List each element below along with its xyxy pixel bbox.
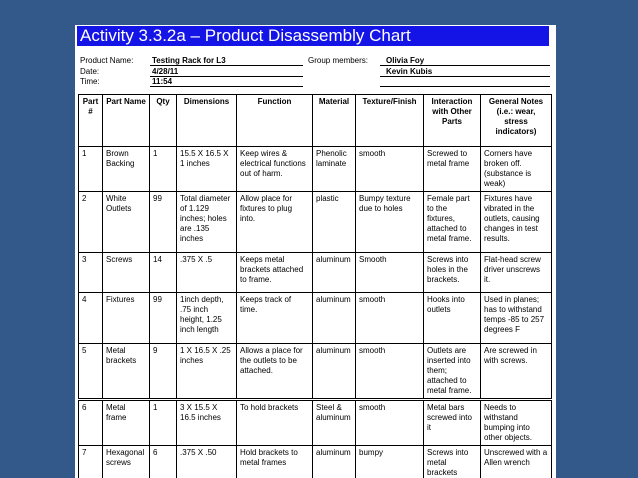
table-cell: Metal brackets [102,343,150,400]
table-cell: smooth [355,292,424,344]
table-cell: Keeps track of time. [236,292,313,344]
table-cell: smooth [355,146,424,192]
column-header: Qty [149,94,177,147]
column-header: Interaction with Other Parts [423,94,481,147]
table-cell: Allow place for fixtures to plug into. [236,191,313,253]
column-header: General Notes (i.e.: wear, stress indica… [480,94,552,147]
table-cell: smooth [355,398,424,446]
table-cell: aluminum [312,252,356,293]
table-cell: Screwed to metal frame [423,146,481,192]
column-header: Part # [78,94,103,147]
date-line [150,76,303,77]
table-row: 2 White Outlets 99 Total diameter of 1.1… [78,191,552,253]
table-cell: Phenolic laminate [312,146,356,192]
time-value: 11:54 [152,77,173,86]
disassembly-table: Part # Part Name Qty Dimensions Function… [78,94,552,478]
table-cell: Allows a place for the outlets to be att… [236,343,313,400]
time-line [150,86,303,87]
table-cell: aluminum [312,343,356,400]
table-cell: 7 [78,445,103,478]
table-cell: Keep wires & electrical functions out of… [236,146,313,192]
table-cell: .375 X .5 [176,252,237,293]
table-row: 3 Screws 14 .375 X .5 Keeps metal bracke… [78,252,552,293]
column-header: Material [312,94,356,147]
table-cell: 9 [149,343,177,400]
member-line-3 [380,86,550,87]
column-header: Texture/Finish [355,94,424,147]
table-cell: Fixtures have vibrated in the outlets, c… [480,191,552,253]
table-header-row: Part # Part Name Qty Dimensions Function… [78,94,552,147]
table-cell: Corners have broken off. (substance is w… [480,146,552,192]
table-cell: 1 [149,146,177,192]
table-cell: Steel & aluminum [312,398,356,446]
table-cell: Outlets are inserted into them; attached… [423,343,481,400]
table-cell: 1 [78,146,103,192]
member-line-2 [380,76,550,77]
table-cell: Smooth [355,252,424,293]
member-line-1 [380,65,550,66]
table-cell: bumpy [355,445,424,478]
table-cell: 6 [149,445,177,478]
table-row: 6 Metal frame 1 3 X 15.5 X 16.5 inches T… [78,398,552,446]
time-label: Time: [80,77,100,86]
table-cell: plastic [312,191,356,253]
product-name-line [150,65,303,66]
table-cell: 3 X 15.5 X 16.5 inches [176,398,237,446]
table-cell: Metal bars screwed into it [423,398,481,446]
table-cell: 1 [149,398,177,446]
table-cell: Unscrewed with a Allen wrench [480,445,552,478]
column-header: Dimensions [176,94,237,147]
table-cell: .375 X .50 [176,445,237,478]
table-cell: Fixtures [102,292,150,344]
table-cell: Hooks into outlets [423,292,481,344]
table-cell: smooth [355,343,424,400]
column-header: Part Name [102,94,150,147]
table-cell: 99 [149,191,177,253]
group-member: Olivia Foy [386,56,425,65]
table-row: 1 Brown Backing 1 15.5 X 16.5 X 1 inches… [78,146,552,192]
table-row: 4 Fixtures 99 1inch depth, .75 inch heig… [78,292,552,344]
group-members-label: Group members: [308,56,369,65]
table-cell: Used in planes; has to withstand temps -… [480,292,552,344]
table-cell: 1inch depth, .75 inch height, 1.25 inch … [176,292,237,344]
table-cell: Flat-head screw driver unscrews it. [480,252,552,293]
table-cell: 14 [149,252,177,293]
worksheet: Activity 3.3.2a – Product Disassembly Ch… [75,25,556,478]
table-cell: Screws [102,252,150,293]
product-name-value: Testing Rack for L3 [152,56,226,65]
table-cell: Metal frame [102,398,150,446]
table-cell: 5 [78,343,103,400]
date-value: 4/28/11 [152,67,179,76]
table-cell: Hexagonal screws [102,445,150,478]
table-cell: Screws into metal brackets [423,445,481,478]
document-title: Activity 3.3.2a – Product Disassembly Ch… [77,26,549,46]
table-cell: 6 [78,398,103,446]
table-cell: Are screwed in with screws. [480,343,552,400]
table-cell: aluminum [312,292,356,344]
table-cell: Keeps metal brackets attached to frame. [236,252,313,293]
table-cell: 99 [149,292,177,344]
table-cell: 4 [78,292,103,344]
table-cell: Hold brackets to metal frames [236,445,313,478]
table-cell: Female part to the fixtures, attached to… [423,191,481,253]
table-cell: 2 [78,191,103,253]
table-row: 7 Hexagonal screws 6 .375 X .50 Hold bra… [78,445,552,478]
table-cell: 1 X 16.5 X .25 inches [176,343,237,400]
table-cell: Total diameter of 1.129 inches; holes ar… [176,191,237,253]
table-cell: White Outlets [102,191,150,253]
date-label: Date: [80,67,100,76]
table-cell: To hold brackets [236,398,313,446]
table-cell: Bumpy texture due to holes [355,191,424,253]
table-cell: Brown Backing [102,146,150,192]
column-header: Function [236,94,313,147]
table-cell: 3 [78,252,103,293]
table-row: 5 Metal brackets 9 1 X 16.5 X .25 inches… [78,343,552,400]
table-cell: 15.5 X 16.5 X 1 inches [176,146,237,192]
table-cell: aluminum [312,445,356,478]
product-name-label: Product Name: [80,56,134,65]
table-cell: Needs to withstand bumping into other ob… [480,398,552,446]
table-cell: Screws into holes in the brackets. [423,252,481,293]
group-member: Kevin Kubis [386,67,433,76]
